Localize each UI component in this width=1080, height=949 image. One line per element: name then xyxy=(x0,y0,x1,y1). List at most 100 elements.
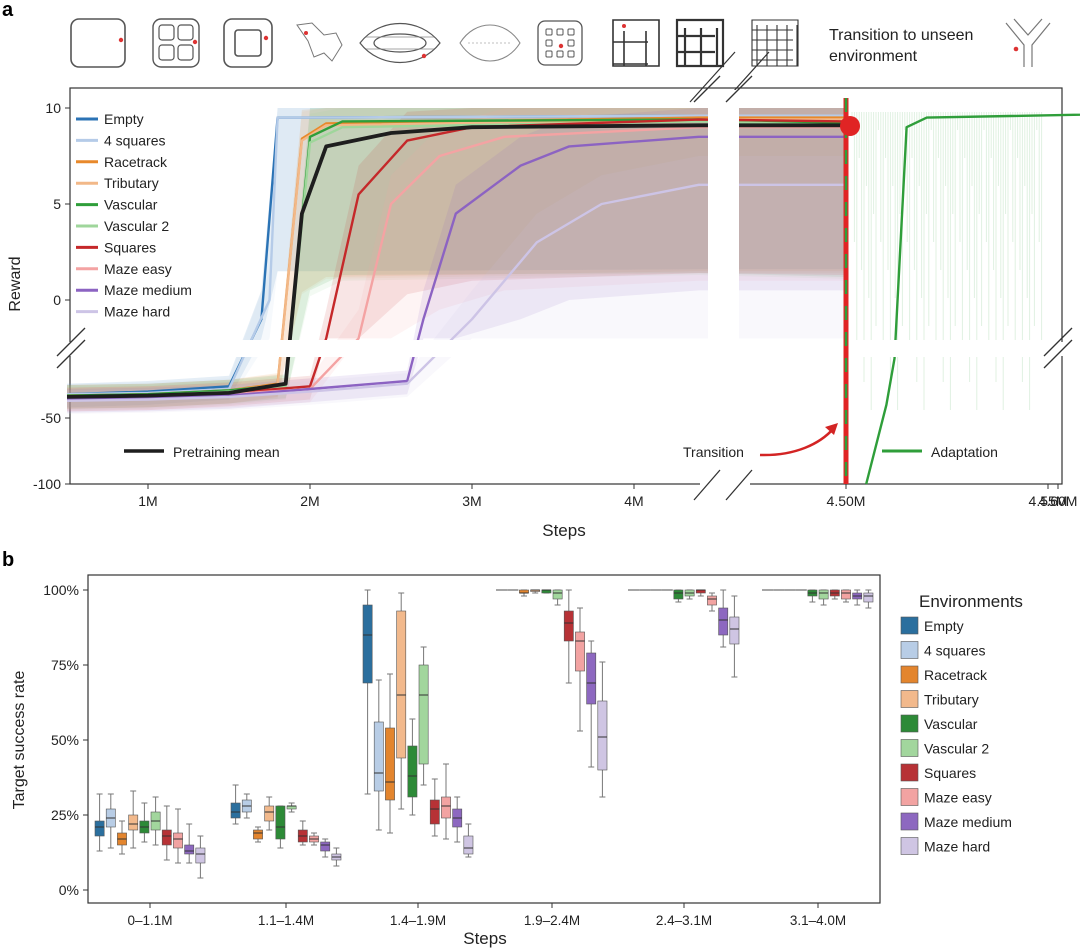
box-body xyxy=(320,841,331,852)
box-squares xyxy=(161,805,172,861)
y-axis-break-gap xyxy=(72,340,1060,357)
box-body xyxy=(718,607,729,636)
legend-label-4-squares: 4 squares xyxy=(924,643,985,659)
y-tick-label: -100 xyxy=(33,476,61,492)
band-4-squares xyxy=(67,108,846,408)
box-tributary xyxy=(396,592,407,810)
box-maze-easy xyxy=(309,832,319,846)
legend-label-empty: Empty xyxy=(104,111,144,127)
icon-square xyxy=(567,28,575,36)
y-axis-label: Target success rate xyxy=(11,671,28,810)
icon-outline xyxy=(1005,18,1051,67)
box-maze-medium xyxy=(718,589,729,648)
axis-break-mark xyxy=(725,469,753,501)
icon-maze-walls xyxy=(751,19,799,67)
icon-square xyxy=(567,39,575,47)
box-maze-medium xyxy=(852,589,863,606)
four-squares-icon xyxy=(152,18,200,68)
y-tick-label: 10 xyxy=(45,100,61,116)
x-axis-break-cover xyxy=(700,478,750,492)
legend-swatch-4-squares xyxy=(900,641,919,659)
x-tick-label: 4M xyxy=(624,493,643,509)
x-tick-label: 3.1–4.0M xyxy=(790,913,846,928)
x-axis-label: Steps xyxy=(463,929,506,948)
axis-break-mark xyxy=(693,469,721,501)
box-body xyxy=(385,727,395,801)
box-body xyxy=(441,796,451,819)
icon-inner xyxy=(373,33,427,53)
icon-target-dot xyxy=(558,43,564,49)
x-tick-label: 4.50M xyxy=(827,493,866,509)
x-tick-label: 4.55M xyxy=(1029,493,1068,509)
x-axis-label: Steps xyxy=(542,521,585,540)
box-body xyxy=(673,589,684,600)
band-vascular-2 xyxy=(67,108,846,411)
box-body xyxy=(362,604,373,684)
transition-point-marker xyxy=(840,116,860,136)
box-racetrack xyxy=(253,826,263,843)
axis-break-mark xyxy=(693,75,721,103)
plot-a-frame xyxy=(69,87,1063,485)
y-tick-label: 0 xyxy=(53,292,61,308)
transition-text-line-2: environment xyxy=(829,48,918,65)
box-maze-hard xyxy=(863,589,874,609)
maze-medium-icon xyxy=(675,18,725,68)
box-maze-hard xyxy=(195,835,206,879)
box-4-squares xyxy=(105,793,116,849)
legend-label-empty: Empty xyxy=(924,618,964,634)
box-body xyxy=(396,610,407,759)
band-empty xyxy=(67,108,846,408)
icon-outline xyxy=(223,18,273,68)
x-tick-label: 1.4–1.9M xyxy=(390,913,446,928)
y-tick-label: 0% xyxy=(59,882,79,898)
legend-label-vascular: Vascular xyxy=(924,716,978,732)
legend-label-maze-hard: Maze hard xyxy=(924,839,990,855)
box-vascular-2 xyxy=(818,589,829,606)
legend-swatch-maze-easy xyxy=(900,788,919,806)
series-line-maze-medium xyxy=(66,135,846,401)
transition-text-line-1: Transition to unseen xyxy=(829,27,973,44)
box-maze-hard xyxy=(331,847,342,867)
box-body xyxy=(264,805,275,822)
icon-target-dot xyxy=(1013,46,1019,52)
box-maze-medium xyxy=(184,823,195,864)
box-body xyxy=(463,835,474,855)
transition-arrow-head xyxy=(825,423,838,435)
icon-target-dot xyxy=(118,37,124,43)
icon-target-dot xyxy=(622,24,626,28)
box-vascular-2 xyxy=(552,589,563,606)
legend-label-squares: Squares xyxy=(924,765,976,781)
legend-label-maze-easy: Maze easy xyxy=(924,790,992,806)
legend-label-racetrack: Racetrack xyxy=(104,154,168,170)
maze-hard-icon xyxy=(751,19,799,67)
transition-arrow xyxy=(759,427,835,457)
band-tributary xyxy=(67,108,846,409)
box-tributary xyxy=(128,790,139,849)
x-tick-label: 2M xyxy=(300,493,319,509)
axis-break-mark xyxy=(1043,327,1073,357)
box-4-squares xyxy=(373,679,384,831)
box-body xyxy=(597,700,608,771)
box-body xyxy=(586,652,597,705)
y-tick-label: 100% xyxy=(43,582,79,598)
tributary-icon xyxy=(296,22,343,62)
box-empty xyxy=(94,793,105,852)
box-squares xyxy=(695,589,706,597)
box-racetrack xyxy=(519,589,529,597)
legend-swatch-maze-medium xyxy=(900,812,919,831)
legend-swatch-vascular-2 xyxy=(900,739,919,757)
legend-swatch-tributary xyxy=(900,690,919,708)
box-tributary xyxy=(530,589,541,594)
icon-outline xyxy=(296,22,343,62)
box-maze-easy xyxy=(841,589,851,603)
box-maze-medium xyxy=(320,838,331,858)
icon-square xyxy=(545,28,553,36)
x-tick-label: 0–1.1M xyxy=(127,913,172,928)
box-body xyxy=(818,589,829,600)
x-tick-label: 2.4–3.1M xyxy=(656,913,712,928)
box-body xyxy=(184,844,195,855)
maze-easy-icon xyxy=(612,19,660,67)
box-squares xyxy=(563,589,574,684)
axis-break-mark xyxy=(56,327,86,357)
adaptation-variance-band xyxy=(851,112,1043,410)
